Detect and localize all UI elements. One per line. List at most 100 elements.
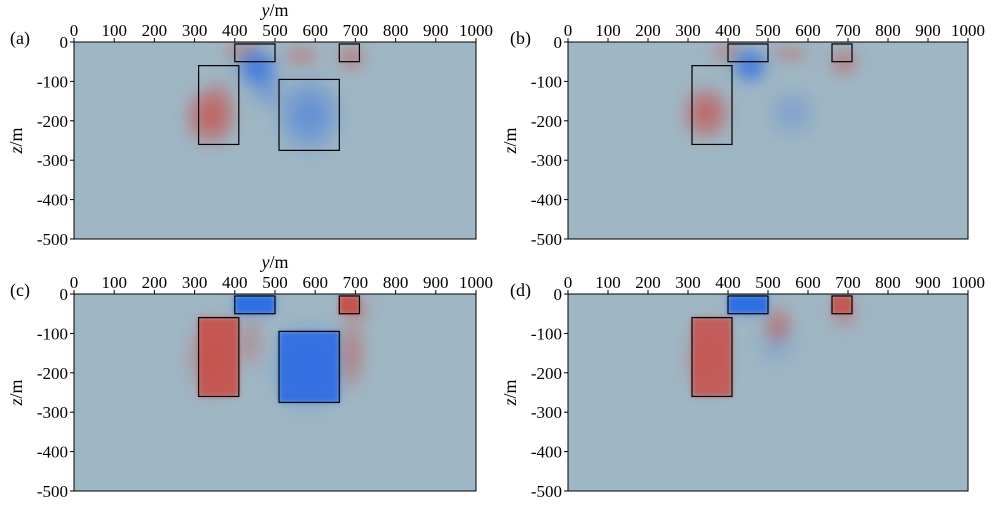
panel-label: (d) bbox=[510, 280, 531, 301]
anomaly-negative bbox=[246, 65, 288, 113]
x-tick-label: 800 bbox=[383, 273, 409, 292]
y-tick-label: -400 bbox=[531, 443, 562, 462]
body-fill bbox=[234, 295, 275, 314]
panel-1: 0 100 200 300 400 500 600 700 800 900 1000 0 -100 -20… bbox=[6, 0, 493, 249]
x-tick-label: 600 bbox=[795, 21, 821, 40]
anomaly-positive bbox=[279, 42, 324, 70]
y-tick-label: -200 bbox=[531, 364, 562, 383]
model-box bbox=[198, 65, 240, 146]
y-tick-label: -500 bbox=[531, 230, 562, 249]
x-tick-label: 300 bbox=[675, 21, 701, 40]
x-tick-label: 500 bbox=[262, 21, 288, 40]
y-tick-label: -200 bbox=[37, 364, 68, 383]
anomaly-negative bbox=[270, 71, 348, 159]
x-tick-label: 100 bbox=[101, 273, 127, 292]
x-tick-label: 700 bbox=[343, 273, 369, 292]
y-tick-label: -300 bbox=[531, 403, 562, 422]
y-axis-label: z/m bbox=[6, 127, 26, 154]
y-tick-label: -400 bbox=[37, 443, 68, 462]
x-tick-label: 900 bbox=[423, 21, 449, 40]
x-tick-label: 0 bbox=[564, 273, 573, 292]
x-tick-label: 900 bbox=[423, 273, 449, 292]
x-tick-label: 0 bbox=[70, 273, 79, 292]
x-tick-label: 1000 bbox=[951, 21, 985, 40]
anomaly-positive bbox=[766, 42, 814, 66]
anomaly-negative bbox=[728, 43, 772, 88]
x-tick-label: 300 bbox=[675, 273, 701, 292]
x-tick-label: 900 bbox=[915, 273, 941, 292]
model-box bbox=[727, 295, 769, 315]
x-tick-label: 300 bbox=[182, 21, 208, 40]
x-tick-label: 1000 bbox=[951, 273, 985, 292]
x-tick-label: 800 bbox=[875, 21, 901, 40]
x-tick-label: 500 bbox=[755, 21, 781, 40]
anomaly-positive bbox=[333, 42, 370, 74]
x-tick-label: 700 bbox=[343, 21, 369, 40]
model-box bbox=[691, 65, 733, 146]
y-tick-label: -100 bbox=[37, 72, 68, 91]
model-box bbox=[278, 78, 340, 151]
x-tick-label: 100 bbox=[595, 21, 621, 40]
x-tick-label: 800 bbox=[875, 273, 901, 292]
model-box bbox=[727, 43, 769, 63]
y-tick-label: 0 bbox=[60, 33, 69, 52]
y-tick-label: 0 bbox=[60, 285, 69, 304]
model-box bbox=[691, 317, 733, 398]
y-axis-label: z/m bbox=[500, 127, 520, 154]
model-box bbox=[338, 295, 361, 315]
y-tick-label: 0 bbox=[554, 285, 563, 304]
y-tick-label: -200 bbox=[37, 112, 68, 131]
panel-2: 0 100 200 300 400 500 600 700 800 900 1000 0 -100 -20… bbox=[500, 21, 985, 249]
y-tick-label: -200 bbox=[531, 112, 562, 131]
body-fill bbox=[832, 295, 852, 314]
x-tick-label: 900 bbox=[915, 21, 941, 40]
x-axis-label: y/m bbox=[259, 252, 288, 272]
model-box bbox=[234, 43, 276, 63]
x-tick-label: 1000 bbox=[459, 273, 493, 292]
body-fill bbox=[279, 331, 340, 403]
x-tick-label: 0 bbox=[70, 21, 79, 40]
x-axis-label: y/m bbox=[259, 0, 288, 20]
body-fill bbox=[692, 317, 732, 397]
anomaly-negative bbox=[764, 85, 820, 141]
x-tick-label: 200 bbox=[142, 273, 168, 292]
panel-label: (b) bbox=[510, 28, 531, 49]
y-tick-label: -500 bbox=[531, 482, 562, 501]
x-tick-label: 400 bbox=[715, 273, 741, 292]
x-tick-label: 400 bbox=[715, 21, 741, 40]
model-box bbox=[278, 330, 340, 403]
x-tick-label: 200 bbox=[635, 21, 661, 40]
anomaly-positive bbox=[198, 73, 239, 121]
body-fill bbox=[728, 295, 768, 314]
y-tick-label: -300 bbox=[37, 151, 68, 170]
x-tick-label: 400 bbox=[222, 21, 248, 40]
x-tick-label: 200 bbox=[142, 21, 168, 40]
panel-label: (c) bbox=[10, 280, 30, 301]
x-tick-label: 500 bbox=[262, 273, 288, 292]
y-axis-label: z/m bbox=[6, 379, 26, 406]
y-tick-label: -300 bbox=[531, 151, 562, 170]
x-tick-label: 300 bbox=[182, 273, 208, 292]
x-tick-label: 100 bbox=[101, 21, 127, 40]
anomaly-negative bbox=[752, 321, 800, 369]
model-box bbox=[831, 295, 853, 315]
panel-4: 0 100 200 300 400 500 600 700 800 900 1000 0 -100 -20… bbox=[500, 273, 985, 501]
x-tick-label: 200 bbox=[635, 273, 661, 292]
y-tick-label: -100 bbox=[531, 324, 562, 343]
y-tick-label: -100 bbox=[531, 72, 562, 91]
body-fill bbox=[339, 295, 360, 314]
x-tick-label: 700 bbox=[835, 273, 861, 292]
model-box bbox=[234, 295, 276, 315]
y-tick-label: -500 bbox=[37, 230, 68, 249]
body-fill bbox=[198, 317, 239, 397]
model-box bbox=[831, 43, 853, 63]
x-tick-label: 800 bbox=[383, 21, 409, 40]
y-tick-label: -100 bbox=[37, 324, 68, 343]
heatmap-field bbox=[678, 294, 862, 401]
x-tick-label: 600 bbox=[302, 273, 328, 292]
x-tick-label: 1000 bbox=[459, 21, 493, 40]
y-tick-label: 0 bbox=[554, 33, 563, 52]
y-axis-label: z/m bbox=[500, 379, 520, 406]
y-tick-label: -300 bbox=[37, 403, 68, 422]
